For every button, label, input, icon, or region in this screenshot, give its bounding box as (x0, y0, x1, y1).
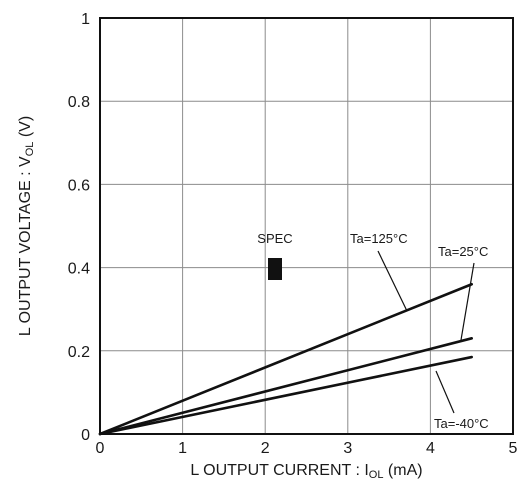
y-axis-title-unit: (V) (17, 116, 34, 142)
y-tick-label: 0.8 (68, 94, 90, 111)
annotations: Ta=125°C Ta=25°C Ta=-40°C SPEC (257, 231, 488, 431)
series-lines (98, 282, 474, 436)
x-axis-title-unit: (mA) (383, 462, 422, 479)
y-axis-title-main: L OUTPUT VOLTAGE : V (17, 156, 34, 336)
y-axis-title-subscript: OL (24, 142, 36, 157)
x-tick-label: 1 (178, 440, 187, 457)
y-tick-label: 0 (81, 427, 90, 444)
series-line (98, 355, 474, 436)
series-leader-line (377, 250, 408, 312)
plot-frame (99, 17, 514, 435)
series-label: Ta=-40°C (434, 416, 489, 431)
spec-marker (268, 258, 282, 280)
spec-label: SPEC (257, 231, 292, 246)
x-tick-label: 3 (343, 440, 352, 457)
series-line (98, 282, 474, 436)
tick-labels: 0 1 2 3 4 5 0 0.2 0.4 0.6 0.8 1 (68, 11, 518, 457)
x-tick-label: 5 (509, 440, 518, 457)
x-axis-title-main: L OUTPUT CURRENT : I (190, 462, 368, 479)
gridlines (99, 17, 514, 435)
y-tick-label: 0.4 (68, 261, 90, 278)
x-tick-label: 2 (261, 440, 270, 457)
x-tick-label: 4 (426, 440, 435, 457)
y-tick-label: 0.6 (68, 177, 90, 194)
x-axis-title-subscript: OL (369, 469, 384, 481)
y-tick-label: 0.2 (68, 344, 90, 361)
x-tick-label: 0 (96, 440, 105, 457)
y-tick-label: 1 (81, 11, 90, 28)
x-axis-title: L OUTPUT CURRENT : IOL (mA) (190, 462, 422, 481)
series-line (98, 337, 474, 436)
series-label: Ta=125°C (350, 231, 408, 246)
series-label: Ta=25°C (438, 244, 488, 259)
y-axis-title: L OUTPUT VOLTAGE : VOL (V) (17, 116, 36, 336)
series-leader-line (435, 370, 455, 414)
series-leader-line (460, 262, 475, 341)
